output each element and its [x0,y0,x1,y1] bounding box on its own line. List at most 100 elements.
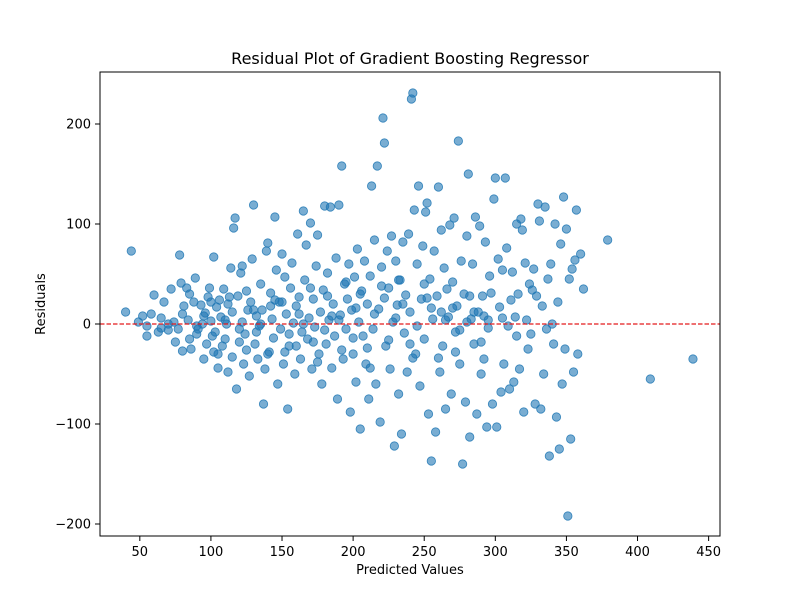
scatter-point [493,254,503,264]
scatter-point [499,359,509,369]
scatter-point [550,219,560,229]
scatter-point [522,315,532,325]
scatter-point [413,181,424,191]
scatter-point [419,279,429,289]
scatter-point [312,357,323,367]
scatter-point [490,173,500,183]
scatter-point [202,339,212,349]
scatter-point [226,263,236,273]
scatter-point [519,407,529,417]
scatter-point [237,317,247,327]
scatter-point [190,273,200,283]
scatter-point [560,344,570,354]
scatter-point [440,315,451,325]
scatter-point [354,317,364,327]
scatter-point [142,321,152,331]
scatter-point [551,412,562,422]
scatter-point [358,331,368,341]
y-tick-label: 200 [66,118,91,133]
scatter-point [436,225,446,235]
scatter-point [300,275,310,285]
scatter-point [603,235,613,245]
scatter-point [256,279,266,289]
scatter-point [540,202,550,212]
scatter-point [317,379,327,389]
scatter-point [247,254,257,264]
scatter-point [227,307,237,317]
scatter-point [275,324,286,334]
scatter-point [331,253,341,263]
scatter-point [422,293,432,303]
scatter-point [320,325,330,335]
scatter-point [253,354,263,364]
scatter-point [278,359,289,369]
x-axis: 50 100 150 200 250 300 350 400 450 [132,536,721,560]
scatter-point [448,277,458,287]
scatter-point [394,389,404,399]
scatter-point [280,347,290,357]
scatter-point [530,399,540,409]
scatter-point [426,303,436,313]
scatter-point [314,349,324,359]
scatter-point [440,404,451,414]
scatter-point [536,404,546,414]
x-tick-label: 150 [270,545,295,560]
scatter-point [345,407,355,417]
scatter-point [327,311,337,321]
scatter-point [432,291,442,301]
scatter-point [342,294,353,304]
scatter-point [273,379,283,389]
scatter-point [237,261,247,271]
scatter-point [285,283,296,293]
scatter-point [429,246,439,256]
scatter-point [159,297,169,307]
scatter-point [455,359,465,369]
x-tick-label: 450 [696,545,721,560]
scatter-point [553,297,563,307]
scatter-point [455,325,465,335]
scatter-point [376,281,387,291]
scatter-point [283,404,293,414]
y-axis-label: Residuals [34,273,49,335]
scatter-point [263,349,273,359]
scatter-point [556,239,566,249]
scatter-point [220,315,230,325]
scatter-point [260,364,270,374]
y-tick-label: −100 [55,418,91,433]
scatter-point [418,241,428,251]
scatter-point [277,249,287,259]
scatter-point [485,271,495,281]
scatter-point [439,263,449,273]
scatter-point [163,325,173,335]
scatter-point [209,252,219,262]
scatter-point [231,384,242,394]
scatter-point [280,272,290,282]
scatter-point [472,409,482,419]
scatter-point [433,353,444,363]
scatter-point [516,214,526,224]
scatter-point [230,213,240,223]
scatter-point [257,305,267,315]
scatter-point [267,314,277,324]
scatter-point [301,240,311,250]
scatter-point [170,337,180,347]
scatter-point [394,275,404,285]
scatter-point [401,290,411,300]
scatter-point [570,255,580,265]
scatter-point [487,399,498,409]
scatter-point [514,364,525,374]
scatter-point [206,297,216,307]
scatter-point [567,264,577,274]
scatter-point [497,313,508,323]
y-axis: −200 −100 0 100 200 [55,118,100,533]
scatter-point [523,344,533,354]
scatter-point [210,327,220,337]
scatter-point [476,369,486,379]
scatter-point [398,299,408,309]
scatter-point [220,334,230,344]
scatter-point [645,374,655,384]
scatter-point [244,371,254,381]
scatter-point [480,237,490,247]
scatter-point [512,331,522,341]
scatter-point [341,324,351,334]
